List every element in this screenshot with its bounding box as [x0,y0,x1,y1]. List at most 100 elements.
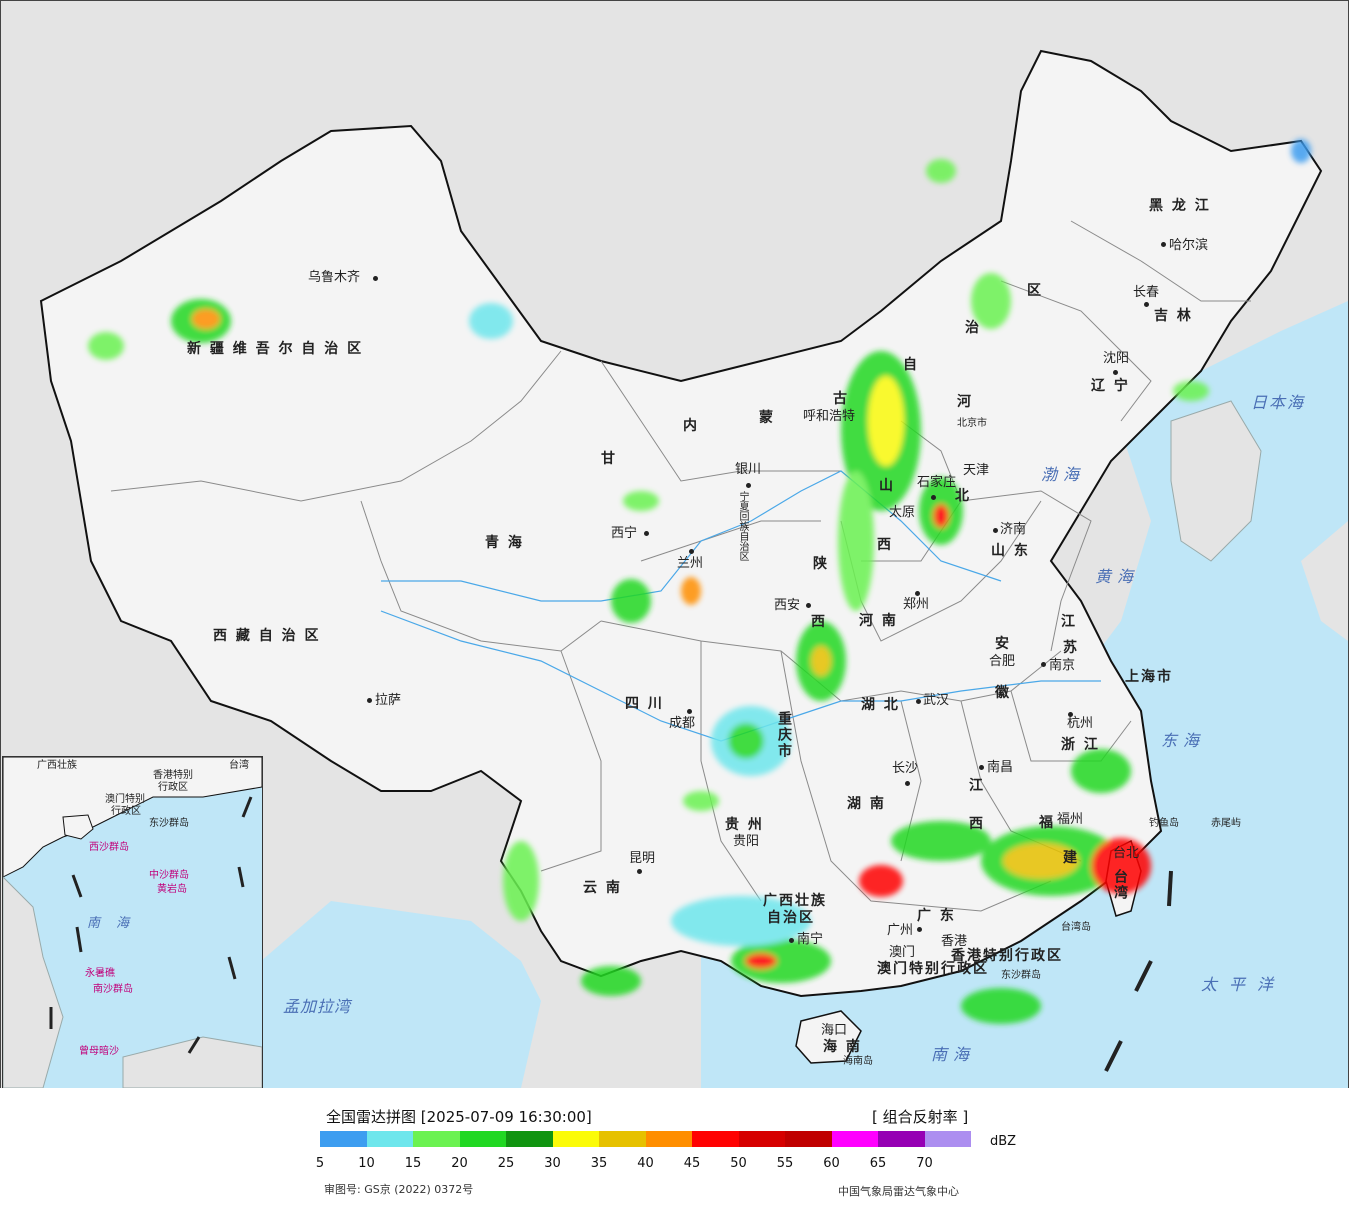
province-boundaries [110,220,1251,912]
city-dot [789,938,794,943]
scale-swatch [738,1131,785,1147]
label-guangxi-1: 广西壮族 [763,893,827,909]
scale-tick-label: 15 [404,1156,422,1171]
label-zhejiang: 浙 江 [1061,737,1100,753]
scale-tick-label: 60 [823,1156,840,1171]
nine-dash-line [1104,870,1173,1072]
color-scale [320,1131,971,1147]
inset-label-dongsha: 东沙群岛 [149,818,189,829]
label-beijing: 北京市 [957,418,987,429]
city-dot [373,276,378,281]
label-guangxi-2: 自治区 [767,910,815,926]
label-jiangxi-2: 西 [969,816,985,832]
city-dot [1041,662,1046,667]
city-urumqi: 乌鲁木齐 [308,270,361,285]
city-dot [637,869,642,874]
city-hohhot: 呼和浩特 [803,409,856,424]
label-qinghai: 青 海 [485,535,524,551]
label-fujian-2: 建 [1063,850,1079,866]
island-diaoyu: 钓鱼岛 [1149,818,1179,829]
city-nanchang: 南昌 [987,760,1014,775]
scale-tick-label: 65 [869,1156,887,1171]
sea-bengal: 孟加拉湾 [283,997,352,1016]
city-taipei: 台北 [1113,846,1140,861]
label-chongqing: 重庆市 [776,711,792,759]
label-shanghai: 上海市 [1125,669,1173,685]
city-dot [806,603,811,608]
label-hainan: 海 南 [823,1039,862,1055]
label-sichuan: 四 川 [625,696,664,712]
label-tianjin: 天津 [963,463,990,478]
inset-label-zhongsha: 中沙群岛 [149,870,189,881]
sea-huanghai: 黄海 [1095,567,1140,586]
scale-swatch [924,1131,971,1147]
south-china-sea-inset: 广西壮族 香港特别 行政区 澳门特别 行政区 西沙群岛 中沙群岛 黄岩岛 南 海… [2,756,263,1088]
inset-label-guangxi: 广西壮族 [37,760,77,771]
scale-tick-label: 55 [776,1156,794,1171]
city-dot [993,528,998,533]
label-fujian-1: 福 [1039,815,1055,831]
city-dot [916,699,921,704]
inset-hainan [62,814,94,840]
inset-label-hk-1: 香港特别 [153,770,193,781]
city-shenyang: 沈阳 [1103,351,1130,366]
inset-land [3,757,262,878]
city-lanzhou: 兰州 [677,556,704,571]
label-macau-sar: 澳门特别行政区 [877,961,989,977]
inset-label-huangyan: 黄岩岛 [157,884,187,895]
scale-swatch [506,1131,553,1147]
label-yunnan: 云 南 [583,880,622,896]
radar-map: 新 疆 维 吾 尔 自 治 区 西 藏 自 治 区 青 海 甘 内 蒙 古 自 … [0,0,1349,1089]
scale-swatch [785,1131,832,1147]
inset-dash-line [49,796,253,1054]
scale-swatch [552,1131,599,1147]
label-henan: 河 南 [859,613,898,629]
approval-number: 审图号: GS京 (2022) 0372号 [324,1183,474,1196]
island-chiwei: 赤尾屿 [1211,818,1241,829]
japan-land [1301,521,1348,641]
sea-nanhai: 南海 [931,1045,976,1064]
city-chengdu: 成都 [669,716,696,731]
label-nmg-1: 内 [683,418,699,434]
city-guiyang: 贵阳 [733,834,760,849]
city-changsha: 长沙 [892,761,919,776]
label-anhui-2: 徽 [995,685,1011,701]
label-xizang: 西 藏 自 治 区 [213,628,321,644]
city-fuzhou: 福州 [1057,812,1084,827]
city-zhengzhou: 郑州 [903,597,930,612]
label-hunan: 湖 南 [847,796,886,812]
label-anhui-1: 安 [995,636,1011,652]
city-changchun: 长春 [1133,285,1160,300]
sea-japan: 日本海 [1251,393,1306,412]
city-xining: 西宁 [611,526,638,541]
city-nanning: 南宁 [797,932,824,947]
inset-label-macau-1: 澳门特别 [105,794,145,805]
label-jiangsu-1: 江 [1061,614,1077,630]
city-hongkong: 香港 [941,934,968,949]
city-xian: 西安 [774,598,801,613]
scale-tick-label: 30 [544,1156,561,1171]
label-hubei: 湖 北 [861,697,900,713]
korea-peninsula [1170,400,1262,562]
scale-tick-label: 70 [916,1156,933,1171]
city-dot [931,495,936,500]
label-nmg-5: 治 [965,320,981,336]
sea-bengal [261,901,541,1088]
city-taiyuan: 太原 [889,505,916,520]
inset-label-xisha: 西沙群岛 [89,842,129,853]
city-dot [689,549,694,554]
scale-swatch [831,1131,878,1147]
city-dot [1144,302,1149,307]
island-dongsha: 东沙群岛 [1001,970,1041,981]
label-taiwan: 台湾 [1112,869,1128,901]
map-canvas [39,49,1348,1088]
scale-swatch [599,1131,646,1147]
label-jiangsu-2: 苏 [1063,640,1079,656]
scale-tick-label: 10 [358,1156,375,1171]
city-macau: 澳门 [889,945,916,960]
radar-echoes [88,139,1311,1024]
label-hebei-2: 北 [955,488,971,504]
city-guangzhou: 广州 [887,923,914,938]
label-jilin: 吉 林 [1154,308,1193,324]
island-hainan-dao: 海南岛 [843,1056,873,1067]
